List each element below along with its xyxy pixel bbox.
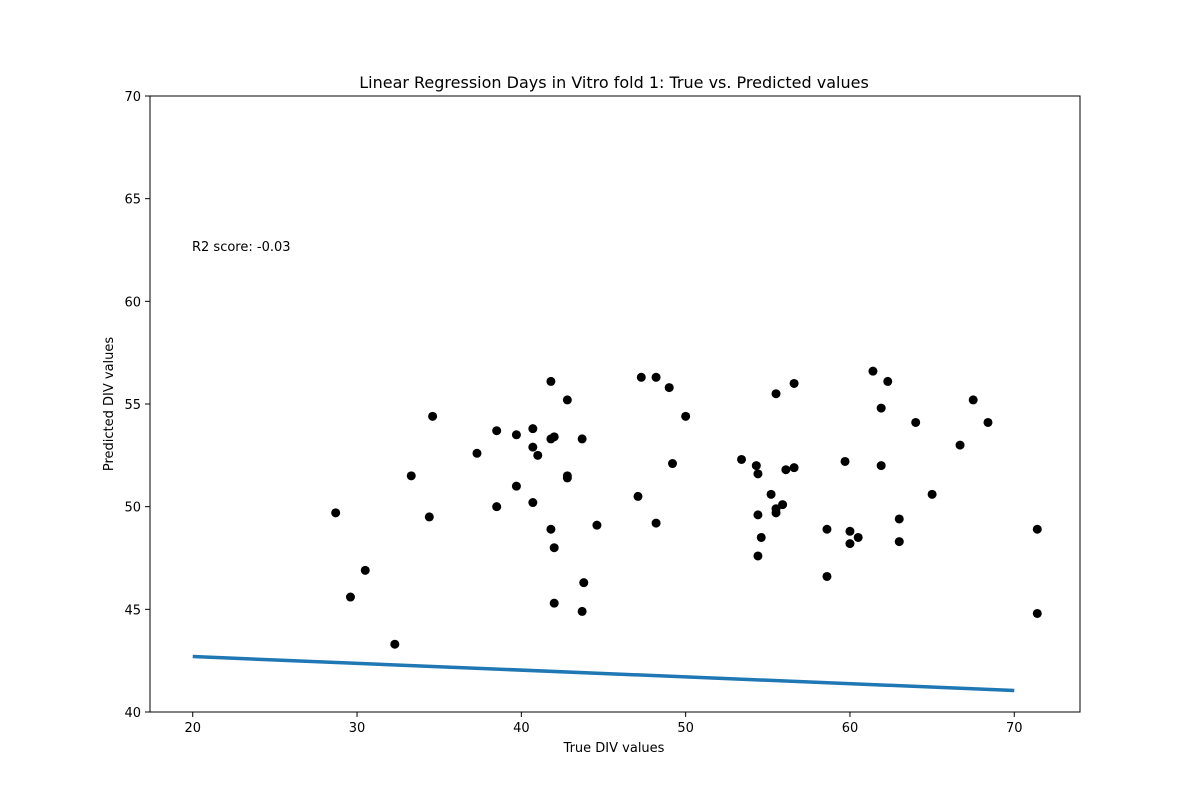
scatter-point <box>492 426 502 436</box>
scatter-point <box>853 532 863 542</box>
y-axis-label: Predicted DIV values <box>102 337 117 472</box>
scatter-point <box>528 498 538 508</box>
scatter-point <box>528 424 538 434</box>
scatter-point <box>390 639 400 649</box>
scatter-point <box>472 448 482 458</box>
scatter-point <box>533 450 543 460</box>
y-tick-label: 45 <box>124 603 141 618</box>
scatter-point <box>636 372 646 382</box>
scatter-point <box>968 395 978 405</box>
scatter-point <box>955 440 965 450</box>
scatter-point <box>911 417 921 427</box>
scatter-point <box>753 510 763 520</box>
regression-line <box>192 654 1015 693</box>
scatter-point <box>664 383 674 393</box>
scatter-point <box>894 537 904 547</box>
scatter-point <box>868 366 878 376</box>
scatter-point <box>781 465 791 475</box>
scatter-point <box>756 532 766 542</box>
scatter-point <box>771 389 781 399</box>
scatter-point <box>789 463 799 473</box>
scatter-point <box>424 512 434 522</box>
scatter-point <box>778 500 788 510</box>
scatter-point <box>883 376 893 386</box>
scatter-point <box>651 518 661 528</box>
scatter-point <box>822 571 832 581</box>
scatter-point <box>406 471 416 481</box>
scatter-point <box>562 395 572 405</box>
scatter-point <box>789 378 799 388</box>
scatter-point <box>876 461 886 471</box>
x-axis-ticks: 20 30 40 50 60 70 <box>184 712 1023 736</box>
scatter-point <box>766 489 776 499</box>
scatter-point <box>577 606 587 616</box>
scatter-point <box>331 508 341 518</box>
x-tick-label: 60 <box>842 721 859 736</box>
scatter-point <box>492 502 502 512</box>
scatter-point <box>579 578 589 588</box>
scatter-point <box>845 539 855 549</box>
scatter-point <box>592 520 602 530</box>
scatter-point <box>737 454 747 464</box>
scatter-point <box>528 442 538 452</box>
regression-line-group <box>192 654 1015 693</box>
y-tick-label: 70 <box>124 90 141 105</box>
x-tick-label: 30 <box>349 721 366 736</box>
scatter-point <box>753 551 763 561</box>
scatter-point <box>751 461 761 471</box>
scatter-point <box>511 481 521 491</box>
scatter-point <box>876 403 886 413</box>
scatter-point <box>983 417 993 427</box>
scatter-point <box>668 459 678 469</box>
scatter-point <box>840 456 850 466</box>
x-axis-label: True DIV values <box>563 741 665 756</box>
y-tick-label: 55 <box>124 398 141 413</box>
x-tick-label: 70 <box>1006 721 1023 736</box>
scatter-point <box>927 489 937 499</box>
y-tick-label: 60 <box>124 295 141 310</box>
chart-title: Linear Regression Days in Vitro fold 1: … <box>359 73 869 92</box>
y-axis-ticks: 40 45 50 55 60 65 70 <box>124 90 150 721</box>
scatter-point <box>360 565 370 575</box>
x-tick-label: 20 <box>184 721 201 736</box>
scatter-point <box>651 372 661 382</box>
r2-score-annotation: R2 score: -0.03 <box>192 240 291 255</box>
scatter-point <box>428 411 438 421</box>
scatter-point <box>549 598 559 608</box>
scatter-point <box>771 508 781 518</box>
x-tick-label: 50 <box>677 721 694 736</box>
scatter-point <box>562 473 572 483</box>
scatter-point <box>549 543 559 553</box>
scatter-point <box>1032 608 1042 618</box>
scatter-point <box>549 432 559 442</box>
y-tick-label: 50 <box>124 501 141 516</box>
scatter-point <box>822 524 832 534</box>
scatter-point <box>894 514 904 524</box>
scatter-points <box>331 366 1042 649</box>
scatter-point <box>546 524 556 534</box>
scatter-point <box>345 592 355 602</box>
scatter-point <box>577 434 587 444</box>
y-tick-label: 65 <box>124 193 141 208</box>
x-tick-label: 40 <box>513 721 530 736</box>
scatter-point <box>633 491 643 501</box>
scatter-point <box>511 430 521 440</box>
scatter-point <box>546 376 556 386</box>
scatter-point <box>1032 524 1042 534</box>
scatter-point <box>753 469 763 479</box>
scatter-point <box>681 411 691 421</box>
scatter-point <box>845 526 855 536</box>
y-tick-label: 40 <box>124 706 141 721</box>
